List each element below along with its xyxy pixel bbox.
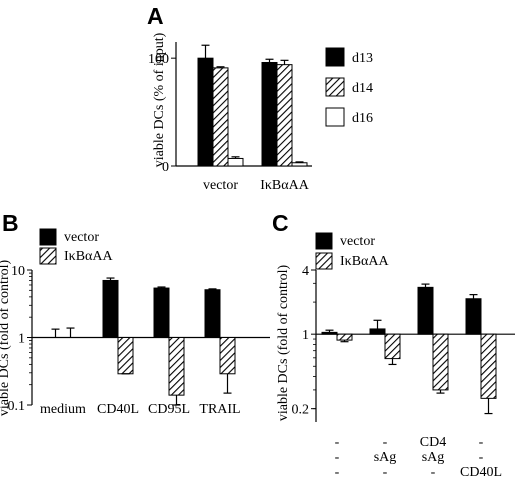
bar-solid	[204, 289, 221, 338]
bar-solid	[417, 286, 434, 335]
condition-label: -	[431, 465, 436, 478]
bar-solid	[153, 287, 170, 338]
panel-letter-b: B	[2, 210, 19, 236]
bar-hatch	[117, 337, 134, 375]
legend-label: d13	[352, 51, 373, 66]
bar-solid	[261, 61, 278, 167]
y-tick-label: 0	[162, 160, 169, 175]
y-tick-label: 4	[302, 264, 309, 279]
bar-solid	[197, 57, 214, 167]
legend-swatch	[325, 47, 345, 67]
y-tick-label: 1	[18, 332, 25, 347]
y-tick-label: 100	[148, 52, 169, 67]
category-label: TRAIL	[199, 402, 240, 417]
bar-hatch	[384, 333, 401, 360]
bar-solid	[369, 328, 386, 335]
category-label: vector	[203, 178, 238, 193]
bar-hatch	[212, 67, 229, 167]
y-tick-label: 1	[302, 328, 309, 343]
legend-label: d16	[352, 111, 373, 126]
legend-swatch	[39, 228, 57, 246]
condition-label: CD4	[420, 435, 446, 450]
condition-label: -	[479, 435, 484, 450]
y-axis-title: viable DCs (fold of control)	[0, 260, 12, 417]
category-label: IκBαAA	[260, 178, 310, 193]
bar-hatch	[168, 337, 185, 396]
condition-label: -	[335, 450, 340, 465]
panel-letter-c: C	[272, 210, 289, 236]
category-label: medium	[40, 402, 86, 417]
condition-label: -	[335, 465, 340, 478]
legend-label: IκBαAA	[64, 249, 114, 264]
bar-solid	[321, 331, 338, 335]
legend-label: d14	[352, 81, 373, 96]
y-axis-title: viable DCs (fold of control)	[276, 265, 291, 422]
bar-hatch	[219, 337, 236, 375]
legend-label: vector	[340, 234, 375, 249]
condition-label: sAg	[422, 450, 445, 465]
legend-swatch	[325, 107, 345, 127]
bar-hatch	[276, 64, 293, 167]
condition-label: -	[479, 450, 484, 465]
y-tick-label: 0.1	[8, 399, 26, 414]
panel-letter-a: A	[147, 3, 164, 29]
bar-white	[291, 162, 308, 167]
bar-white	[227, 157, 244, 167]
category-label: CD95L	[148, 402, 190, 417]
condition-label: CD40L	[460, 465, 502, 478]
legend-label: vector	[64, 230, 99, 245]
bar-hatch	[432, 333, 449, 391]
legend-swatch	[315, 252, 333, 270]
y-tick-label: 0.2	[292, 403, 310, 418]
legend-swatch	[325, 77, 345, 97]
condition-label: -	[383, 435, 388, 450]
y-tick-label: 10	[11, 264, 25, 279]
legend-swatch	[315, 232, 333, 250]
category-label: CD40L	[97, 402, 139, 417]
condition-label: -	[383, 465, 388, 478]
legend-swatch	[39, 247, 57, 265]
condition-label: sAg	[374, 450, 397, 465]
bar-hatch	[336, 333, 353, 341]
condition-label: -	[335, 435, 340, 450]
y-axis-title: viable DCs (% of input)	[152, 32, 167, 167]
bar-solid	[465, 298, 482, 335]
bar-hatch	[480, 333, 497, 399]
legend-label: IκBαAA	[340, 254, 390, 269]
bar-solid	[102, 279, 119, 338]
